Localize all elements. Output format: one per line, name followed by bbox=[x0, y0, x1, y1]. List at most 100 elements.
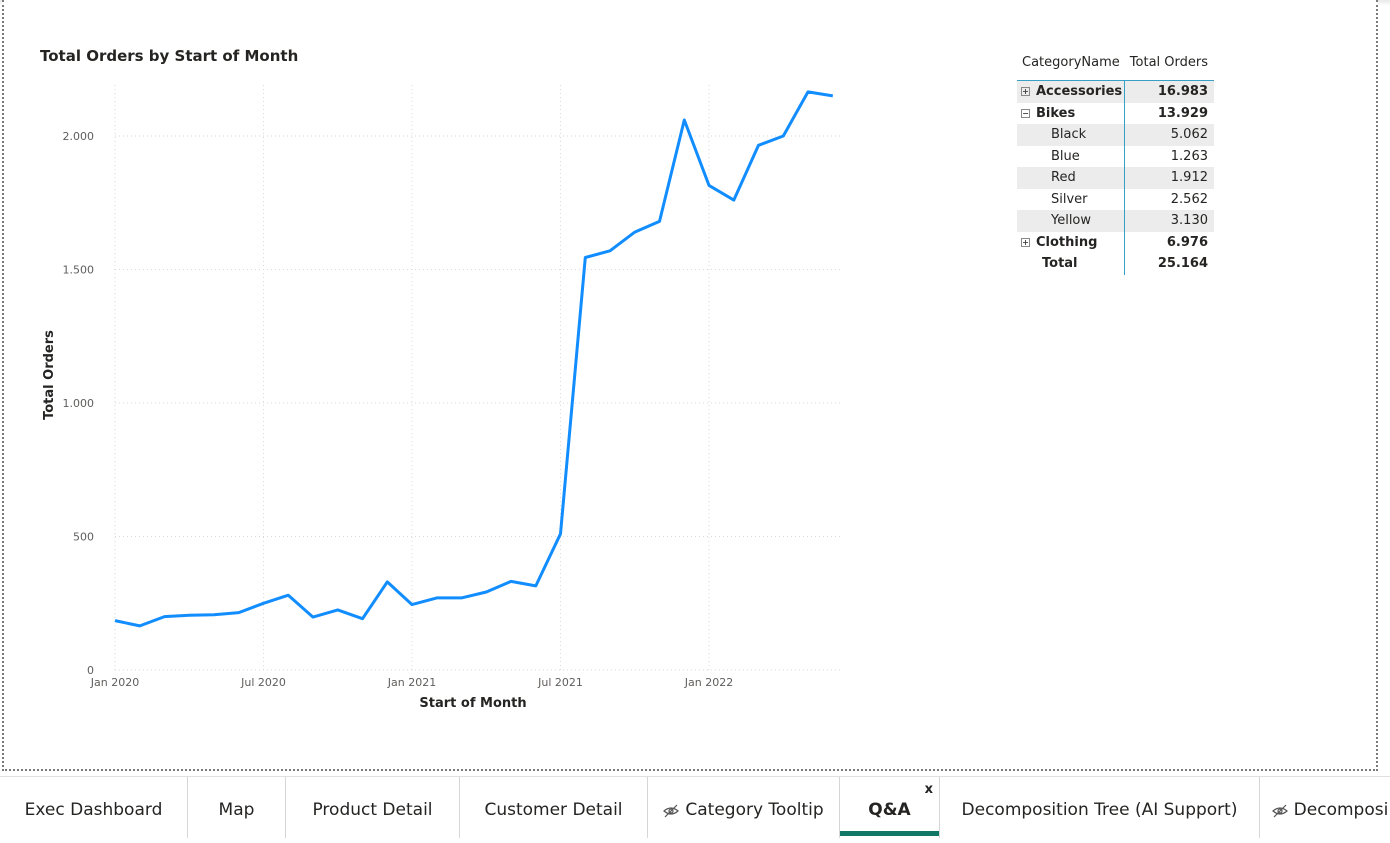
data-point[interactable] bbox=[137, 623, 143, 629]
matrix-row-blue[interactable]: Blue 1.263 bbox=[1017, 146, 1214, 168]
matrix-total-value: 25.164 bbox=[1157, 256, 1208, 271]
matrix-row-label: − Bikes bbox=[1017, 103, 1125, 125]
data-point[interactable] bbox=[459, 595, 465, 601]
matrix-row-red[interactable]: Red 1.912 bbox=[1017, 167, 1214, 189]
matrix-row-black[interactable]: Black 5.062 bbox=[1017, 124, 1214, 146]
matrix-header-row: CategoryName Total Orders bbox=[1017, 52, 1214, 81]
matrix-row-accessories[interactable]: + Accessories 16.983 bbox=[1017, 81, 1214, 103]
data-point[interactable] bbox=[756, 142, 762, 148]
data-point[interactable] bbox=[285, 592, 291, 598]
data-point[interactable] bbox=[805, 89, 811, 95]
x-tick-label: Jul 2020 bbox=[240, 676, 286, 689]
tab-q-a[interactable]: Q&A x bbox=[840, 777, 940, 838]
matrix-row-value: 5.062 bbox=[1170, 127, 1208, 142]
tab-label: Decomposition Tree (AI Support) bbox=[961, 800, 1238, 820]
matrix-total-label: Total bbox=[1042, 256, 1078, 271]
x-axis-title: Start of Month bbox=[419, 696, 526, 711]
y-tick-label: 500 bbox=[73, 531, 94, 544]
data-point[interactable] bbox=[360, 616, 366, 622]
tab-label: Decomposi bbox=[1293, 800, 1389, 820]
data-point[interactable] bbox=[261, 600, 267, 606]
data-point[interactable] bbox=[335, 607, 341, 613]
data-point[interactable] bbox=[483, 589, 489, 595]
x-tick-label: Jul 2021 bbox=[537, 676, 583, 689]
line-chart[interactable]: 0 500 1.000 1.500 2.000 Jan 2020 Jul 2020 Jan 2… bbox=[0, 0, 900, 740]
chart-title: Total Orders by Start of Month bbox=[40, 47, 299, 65]
matrix-row-value: 2.562 bbox=[1170, 191, 1208, 207]
matrix-row-yellow[interactable]: Yellow 3.130 bbox=[1017, 210, 1214, 232]
data-point[interactable] bbox=[533, 583, 539, 589]
matrix-total-row: Total 25.164 bbox=[1017, 253, 1214, 275]
matrix-row-name: Red bbox=[1051, 170, 1076, 185]
data-point[interactable] bbox=[384, 579, 390, 585]
x-tick-label: Jan 2021 bbox=[387, 676, 436, 689]
matrix-row-name: Bikes bbox=[1036, 105, 1076, 121]
matrix-row-name: Clothing bbox=[1036, 234, 1098, 250]
collapse-icon[interactable]: − bbox=[1021, 108, 1030, 118]
data-point[interactable] bbox=[582, 254, 588, 260]
tab-label: Product Detail bbox=[312, 800, 433, 820]
data-point[interactable] bbox=[162, 614, 168, 620]
matrix-row-silver[interactable]: Silver 2.562 bbox=[1017, 189, 1214, 211]
data-point[interactable] bbox=[186, 612, 192, 618]
tab-exec-dashboard[interactable]: Exec Dashboard bbox=[0, 777, 188, 838]
data-point[interactable] bbox=[409, 602, 415, 608]
tab-label: Q&A bbox=[868, 800, 911, 820]
expand-icon[interactable]: + bbox=[1021, 87, 1030, 96]
matrix-row-value: 6.976 bbox=[1166, 234, 1208, 250]
data-point[interactable] bbox=[558, 531, 564, 537]
matrix-row-name: Silver bbox=[1051, 191, 1088, 207]
y-tick-label: 1.000 bbox=[63, 397, 95, 410]
tab-product-detail[interactable]: Product Detail bbox=[286, 777, 460, 838]
matrix-row-name: Yellow bbox=[1051, 213, 1092, 228]
data-point[interactable] bbox=[508, 578, 514, 584]
tab-decomposition-tree-ai-support-[interactable]: Decomposition Tree (AI Support) bbox=[940, 777, 1260, 838]
x-tick-label: Jan 2020 bbox=[90, 676, 139, 689]
data-point[interactable] bbox=[632, 229, 638, 235]
hidden-eye-icon bbox=[663, 800, 685, 820]
tab-customer-detail[interactable]: Customer Detail bbox=[460, 777, 648, 838]
data-point[interactable] bbox=[434, 595, 440, 601]
data-point[interactable] bbox=[681, 117, 687, 123]
data-point[interactable] bbox=[236, 610, 242, 616]
expand-icon[interactable]: + bbox=[1021, 237, 1030, 247]
matrix-row-bikes[interactable]: − Bikes 13.929 bbox=[1017, 103, 1214, 125]
y-tick-label: 2.000 bbox=[63, 130, 95, 143]
tab-label: Category Tooltip bbox=[685, 800, 824, 820]
matrix-header-total-orders[interactable]: Total Orders bbox=[1129, 55, 1208, 70]
data-point[interactable] bbox=[211, 612, 217, 618]
matrix-row-label: + Clothing bbox=[1017, 232, 1125, 254]
data-point[interactable] bbox=[112, 618, 118, 624]
matrix-row-value: 13.929 bbox=[1157, 105, 1208, 121]
matrix-row-label: Silver bbox=[1017, 189, 1159, 211]
tab-category-tooltip[interactable]: Category Tooltip bbox=[648, 777, 840, 838]
matrix-row-name: Black bbox=[1051, 127, 1087, 142]
hidden-eye-icon bbox=[1271, 800, 1294, 820]
matrix-table[interactable]: CategoryName Total Orders + Accessories 16… bbox=[1017, 52, 1214, 275]
matrix-row-label: Black bbox=[1017, 124, 1159, 146]
matrix-row-value: 3.130 bbox=[1170, 213, 1208, 228]
data-point[interactable] bbox=[830, 93, 836, 99]
data-point[interactable] bbox=[607, 248, 613, 254]
close-tab-icon[interactable]: x bbox=[924, 782, 933, 797]
tab-decomposi[interactable]: Decomposi bbox=[1260, 777, 1390, 838]
matrix-row-clothing[interactable]: + Clothing 6.976 bbox=[1017, 232, 1214, 254]
matrix-row-name: Blue bbox=[1051, 148, 1080, 164]
data-point[interactable] bbox=[780, 133, 786, 139]
y-axis-title: Total Orders bbox=[42, 330, 57, 420]
tab-label: Customer Detail bbox=[484, 800, 623, 820]
data-point[interactable] bbox=[657, 218, 663, 224]
y-tick-label: 1.500 bbox=[63, 264, 95, 277]
matrix-header-category[interactable]: CategoryName bbox=[1022, 55, 1120, 70]
matrix-row-label: Yellow bbox=[1017, 210, 1159, 232]
data-point[interactable] bbox=[706, 182, 712, 188]
matrix-row-value: 1.912 bbox=[1170, 170, 1208, 185]
tab-label: Map bbox=[218, 800, 255, 820]
data-point[interactable] bbox=[310, 614, 316, 620]
data-point[interactable] bbox=[731, 197, 737, 203]
matrix-row-label: Red bbox=[1017, 167, 1159, 189]
matrix-column-divider bbox=[1124, 81, 1125, 275]
tab-map[interactable]: Map bbox=[188, 777, 286, 838]
series-line[interactable] bbox=[114, 90, 834, 628]
y-tick-label: 0 bbox=[87, 664, 94, 677]
